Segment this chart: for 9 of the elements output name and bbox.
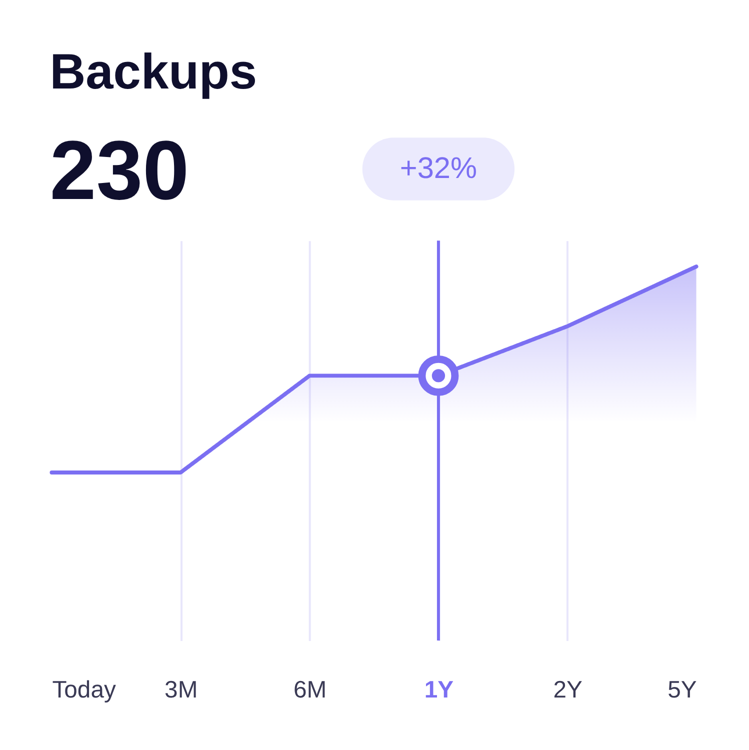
chart-title: Backups: [50, 43, 257, 100]
x-tick-label: 6M: [293, 676, 327, 704]
text: +32%: [400, 152, 478, 185]
x-tick-label: Today: [52, 676, 116, 704]
x-tick-label: 1Y: [424, 676, 454, 704]
x-tick-label: 5Y: [668, 676, 697, 704]
x-tick-label: 2Y: [553, 676, 583, 704]
chart-subtitle: 230: [50, 122, 190, 217]
x-tick-label: 3M: [164, 676, 198, 704]
